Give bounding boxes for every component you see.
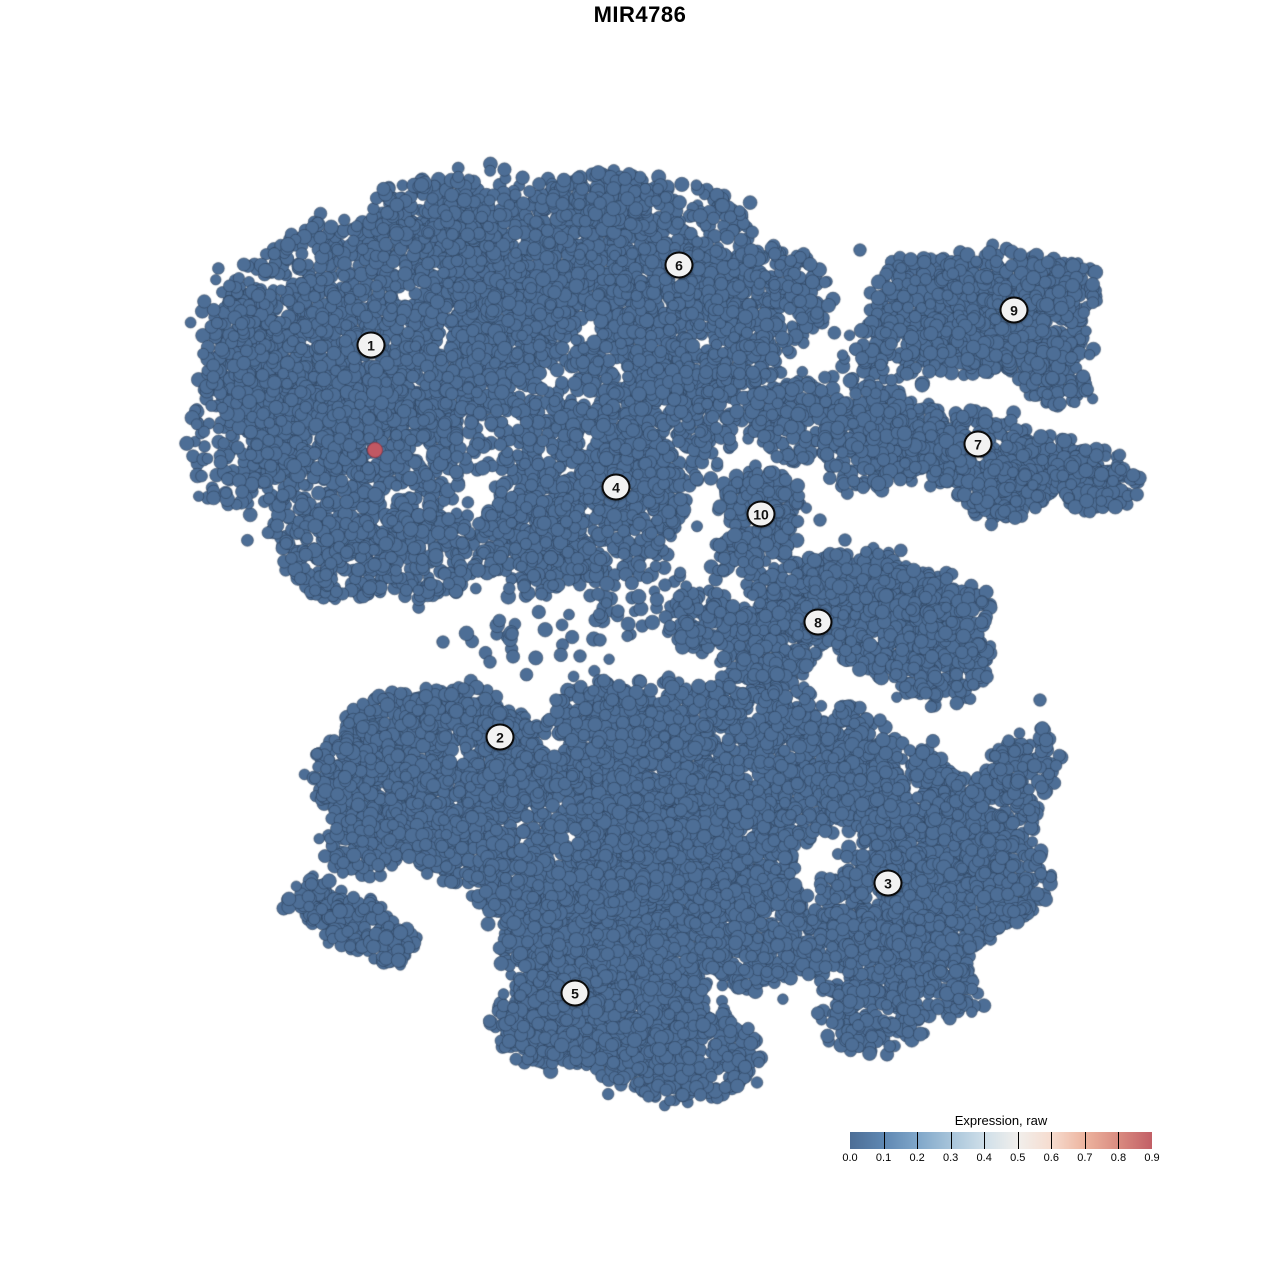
legend-tick-mark <box>1017 1132 1019 1149</box>
legend-tick-mark <box>883 1132 885 1149</box>
legend-tick-label: 0.8 <box>1110 1152 1127 1164</box>
legend-tick-label: 0.5 <box>1010 1152 1026 1164</box>
legend-colorbar <box>850 1132 1152 1149</box>
legend-tick-mark <box>1118 1132 1120 1149</box>
cluster-badge-9: 9 <box>999 296 1029 324</box>
legend-tick-mark <box>917 1132 919 1149</box>
legend-tick-mark <box>1084 1132 1086 1149</box>
legend-tick-mark <box>1051 1132 1053 1149</box>
legend-tick-label: 0.7 <box>1077 1152 1093 1164</box>
cluster-badge-1: 1 <box>356 331 386 359</box>
cluster-badge-8: 8 <box>803 608 833 636</box>
cluster-badge-4: 4 <box>601 473 631 501</box>
expression-legend: Expression, raw 0.0 0.1 0.2 0.3 0.4 0.5 0.6 0.7… <box>842 1113 1159 1165</box>
legend-tick-label: 0.0 <box>842 1152 858 1164</box>
cluster-badge-7: 7 <box>963 430 993 458</box>
cluster-badge-3: 3 <box>873 869 903 897</box>
legend-tick-label: 0.3 <box>943 1152 959 1164</box>
cluster-badge-6: 6 <box>664 251 694 279</box>
legend-title: Expression, raw <box>954 1113 1048 1128</box>
legend-tick-label: 0.9 <box>1144 1152 1160 1164</box>
legend-tick-label: 0.4 <box>976 1152 992 1164</box>
legend-tick-label: 0.2 <box>909 1152 925 1164</box>
plot-title: MIR4786 <box>593 2 687 27</box>
cluster-badge-2: 2 <box>485 723 515 751</box>
cluster-badge-10: 10 <box>746 500 776 528</box>
legend-tick-label: 0.6 <box>1043 1152 1059 1164</box>
legend-tick-mark <box>950 1132 952 1149</box>
legend-tick-labels: 0.0 0.1 0.2 0.3 0.4 0.5 0.6 0.7 0.8 0.9 <box>842 1152 1159 1165</box>
legend-tick-label: 0.1 <box>875 1152 892 1164</box>
legend-tick-mark <box>984 1132 986 1149</box>
cluster-badge-5: 5 <box>560 979 590 1007</box>
